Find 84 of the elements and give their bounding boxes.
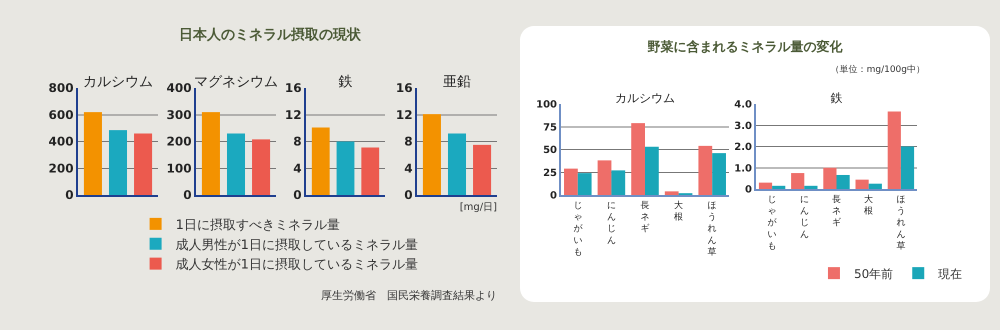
y-tick-label: 200: [48, 161, 74, 176]
x-tick-label: にんじん: [800, 194, 809, 240]
y-tick-label: 0: [293, 188, 302, 202]
bar: [868, 184, 882, 189]
x-tick-label: ほうれん草: [896, 194, 906, 252]
y-tick-label: 50: [543, 145, 558, 156]
text: （単位：mg/100g中）: [830, 64, 925, 76]
bar: [422, 114, 441, 195]
chart-title: 鉄: [338, 74, 352, 90]
bar: [473, 144, 492, 195]
y-tick-label: 8: [404, 134, 413, 149]
bar: [448, 133, 466, 195]
y-tick-label: 2.0: [734, 142, 752, 153]
y-tick-label: 75: [543, 122, 558, 134]
bar: [108, 130, 128, 195]
bar: [578, 173, 592, 195]
x-tick-label: ほうれん草: [708, 200, 717, 258]
y-tick-label: 4.0: [734, 100, 752, 110]
x-tick-label: じゃがいも: [768, 194, 778, 252]
y-tick-label: 8: [293, 134, 302, 149]
x-tick-label: 大根: [674, 200, 684, 222]
x-tick-label: 長ネギ: [640, 200, 650, 234]
bar: [804, 186, 818, 189]
bar: [823, 168, 836, 189]
y-tick-label: 16: [284, 81, 302, 96]
y-tick-label: 12: [396, 108, 413, 122]
y-tick-label: 400: [166, 81, 192, 96]
y-tick-label: 4: [404, 161, 413, 176]
bar: [598, 160, 612, 195]
y-tick-label: 0: [404, 188, 413, 202]
y-tick-label: 400: [48, 134, 74, 149]
bar: [631, 123, 645, 195]
bar: [758, 182, 772, 189]
bar: [564, 168, 578, 195]
y-tick-label: 25: [543, 168, 558, 179]
y-tick-label: 0: [550, 190, 558, 202]
y-tick-label: 100: [166, 161, 192, 176]
bar: [772, 186, 786, 189]
bar: [226, 133, 246, 195]
x-tick-label: じゃがいも: [573, 200, 584, 258]
bar: [611, 170, 626, 195]
y-tick-label: 12: [284, 108, 302, 122]
chart-title: マグネシウム: [194, 74, 278, 90]
chart-title: カルシウム: [615, 91, 675, 105]
bar: [84, 112, 102, 195]
x-tick-label: 長ネギ: [832, 194, 841, 228]
text: 日本人のミネラル摂取の現状: [179, 26, 361, 44]
y-tick-label: 800: [48, 81, 74, 96]
bar: [888, 111, 901, 189]
chart-title: 鉄: [830, 91, 842, 105]
y-tick-label: 16: [396, 81, 413, 96]
x-tick-label: 大根: [864, 194, 874, 216]
chart-title: カルシウム: [83, 74, 153, 90]
legend-label: 成人女性が1日に摂取しているミネラル量: [176, 258, 418, 273]
y-tick-label: 300: [166, 108, 192, 122]
text: [mg/日]: [460, 201, 497, 214]
y-tick-label: 0: [183, 188, 192, 202]
bar: [900, 146, 914, 189]
y-tick-label: 3.0: [734, 120, 752, 132]
bar: [664, 191, 679, 195]
legend-label: 成人男性が1日に摂取しているミネラル量: [176, 238, 418, 253]
y-tick-label: 600: [48, 108, 74, 122]
bar: [252, 139, 270, 195]
y-tick-label: 1.0: [734, 163, 752, 174]
x-tick-label: にんじん: [606, 200, 616, 246]
y-tick-label: 4: [293, 161, 302, 176]
text: 厚生労働省 国民栄養調査結果より: [321, 288, 497, 303]
bar: [856, 180, 869, 189]
bar: [202, 112, 220, 195]
bar: [791, 173, 804, 189]
bar: [645, 146, 659, 195]
legend-label: 50年前: [854, 266, 894, 281]
chart-title: 亜鉛: [443, 74, 471, 90]
legend-label: 現在: [938, 266, 962, 281]
legend-label: 1日に摂取すべきミネラル量: [176, 218, 340, 233]
bar: [698, 146, 712, 195]
y-tick-label: 0: [65, 188, 74, 202]
y-tick-label: 0: [745, 184, 752, 196]
bar: [712, 153, 726, 195]
y-tick-label: 100: [536, 100, 558, 110]
y-tick-label: 200: [166, 134, 192, 149]
bar: [134, 133, 152, 195]
text: 野菜に含まれるミネラル量の変化: [648, 38, 842, 56]
bar: [836, 174, 850, 189]
